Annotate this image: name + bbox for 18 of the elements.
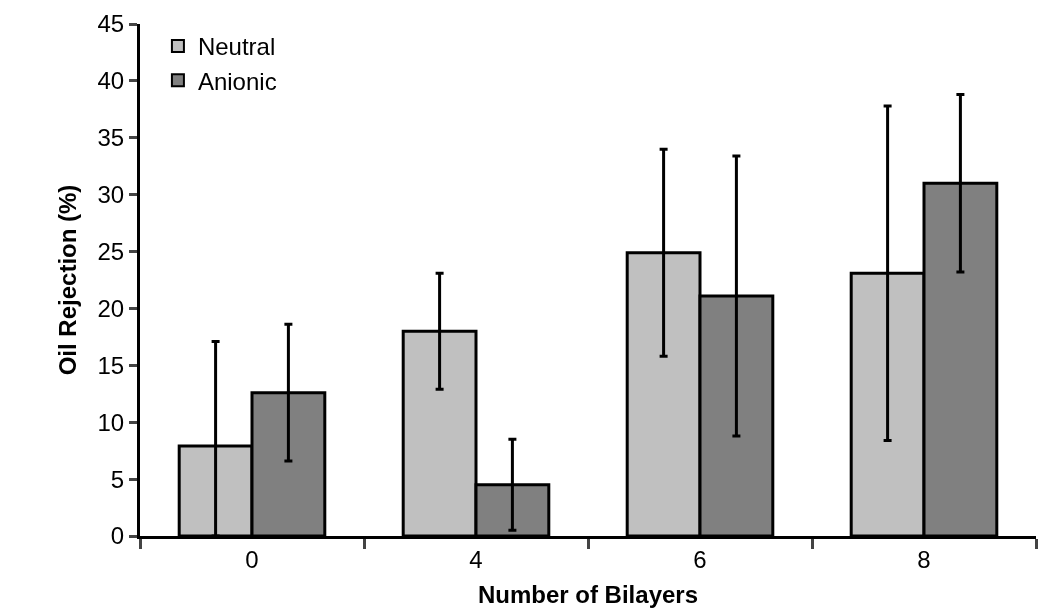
y-tick-label: 0 <box>110 522 125 550</box>
legend-label: Anionic <box>197 67 277 95</box>
x-tick-label: 8 <box>917 545 931 573</box>
x-tick-label: 4 <box>469 545 483 573</box>
y-tick-label: 20 <box>97 294 125 322</box>
y-tick-label: 25 <box>97 237 125 265</box>
y-tick-label: 35 <box>97 124 125 152</box>
legend-label: Neutral <box>197 33 276 61</box>
y-tick-label: 10 <box>97 408 125 436</box>
x-tick-label: 0 <box>245 545 259 573</box>
y-tick-label: 45 <box>97 10 125 38</box>
x-axis-title: Number of Bilayers <box>477 581 699 609</box>
y-tick-label: 15 <box>97 351 125 379</box>
y-axis-title: Oil Rejection (%) <box>53 184 81 376</box>
x-tick-label: 6 <box>693 545 707 573</box>
y-tick-label: 40 <box>97 67 125 95</box>
y-tick-label: 30 <box>97 181 125 209</box>
y-tick-label: 5 <box>110 465 125 493</box>
